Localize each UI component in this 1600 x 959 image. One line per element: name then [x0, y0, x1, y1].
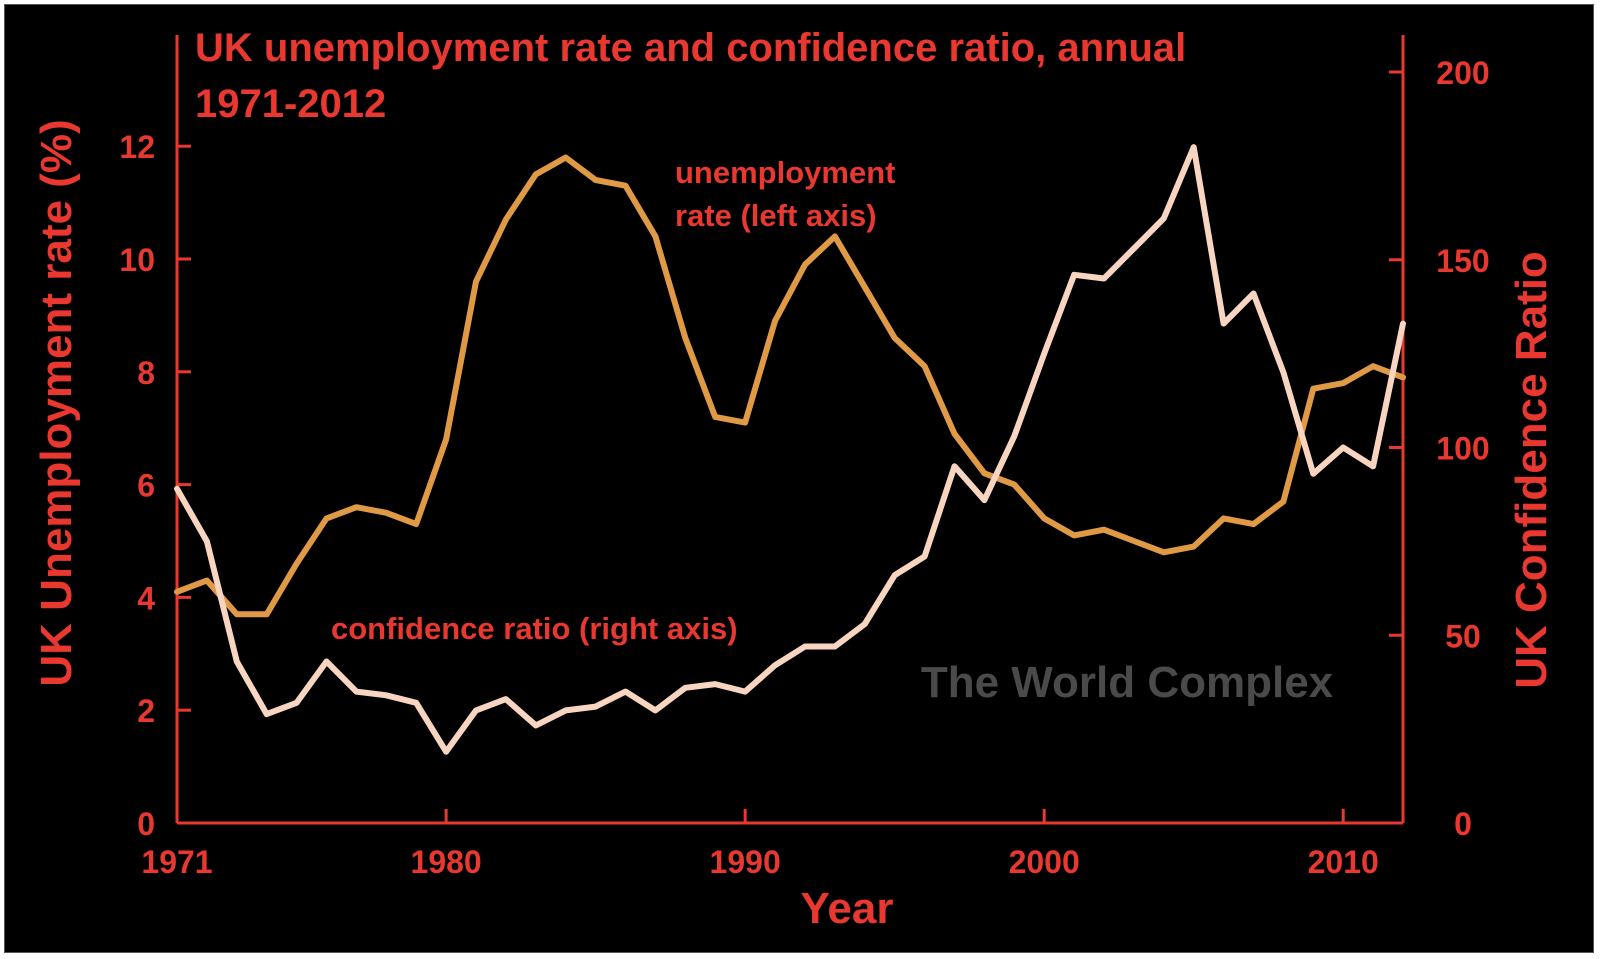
x-axis-label: Year	[801, 884, 894, 933]
annotation-unemployment: unemployment rate (left axis)	[675, 155, 904, 233]
annotation-unemployment-line-1: unemployment	[675, 155, 895, 190]
x-tick-label: 2010	[1308, 844, 1379, 880]
left-tick-label: 12	[119, 129, 155, 165]
chart-frame: The World Complex 0 2 4 6 8 10 12 0 50 100 150 200…	[4, 4, 1594, 953]
series-line-confidence	[174, 144, 1406, 755]
y-axis-label-right: UK Confidence Ratio	[1507, 251, 1556, 689]
x-axis-ticks: 1971 1980 1990 2000 2010	[141, 809, 1379, 880]
right-axis-ticks: 0 50 100 150 200	[1389, 55, 1490, 842]
annotation-unemployment-line-2: rate (left axis)	[675, 198, 877, 233]
x-tick-label: 2000	[1009, 844, 1080, 880]
left-tick-label: 8	[137, 355, 155, 391]
left-tick-label: 2	[137, 693, 155, 729]
series-line-unemployment	[174, 154, 1406, 618]
chart-title: UK unemployment rate and confidence rati…	[195, 26, 1186, 70]
right-tick-label: 100	[1436, 431, 1489, 467]
right-tick-label: 150	[1436, 243, 1489, 279]
right-tick-label: 0	[1454, 806, 1472, 842]
annotation-confidence: confidence ratio (right axis)	[331, 611, 738, 646]
chart-subtitle: 1971-2012	[195, 82, 386, 126]
left-tick-label: 0	[137, 806, 155, 842]
left-axis-ticks: 0 2 4 6 8 10 12	[119, 129, 191, 842]
watermark: The World Complex	[921, 658, 1334, 707]
x-tick-label: 1971	[141, 844, 212, 880]
right-tick-label: 50	[1445, 618, 1481, 654]
left-tick-label: 10	[119, 242, 155, 278]
left-tick-label: 6	[137, 468, 155, 504]
right-tick-label: 200	[1436, 55, 1489, 91]
x-tick-label: 1980	[411, 844, 482, 880]
x-tick-label: 1990	[710, 844, 781, 880]
left-tick-label: 4	[137, 580, 155, 616]
chart-canvas: The World Complex 0 2 4 6 8 10 12 0 50 100 150 200…	[32, 26, 1556, 933]
y-axis-label-left: UK Unemployment rate (%)	[32, 119, 81, 686]
